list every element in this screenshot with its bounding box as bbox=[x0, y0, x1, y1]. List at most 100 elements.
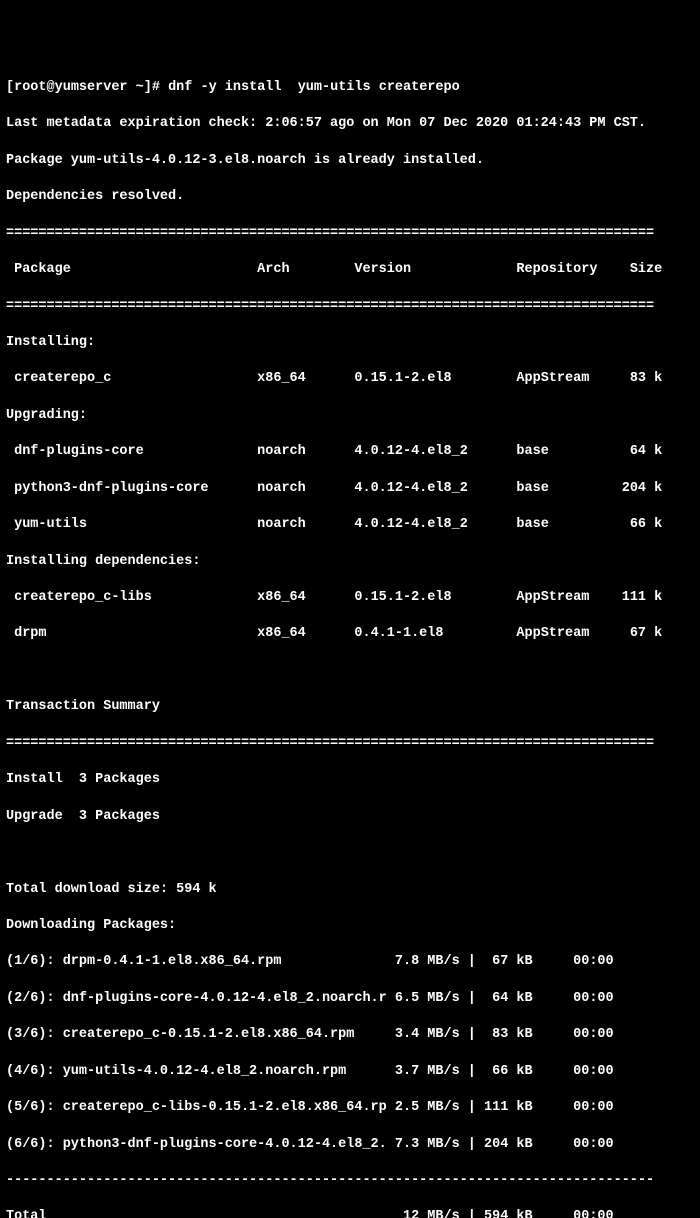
total-dl-size: Total download size: 594 k bbox=[6, 881, 694, 899]
blank bbox=[6, 662, 694, 680]
pkg-arch: noarch bbox=[257, 517, 354, 532]
dl-row: (2/6): dnf-plugins-core-4.0.12-4.el8_2.n… bbox=[6, 990, 694, 1008]
dl-file: (4/6): yum-utils-4.0.12-4.el8_2.noarch.r… bbox=[6, 1064, 395, 1079]
pkg-version: 0.15.1-2.el8 bbox=[354, 590, 516, 605]
shell-prompt-line: [root@yumserver ~]# dnf -y install yum-u… bbox=[6, 79, 694, 97]
table-row: dnf-plugins-core noarch 4.0.12-4.el8_2 b… bbox=[6, 443, 694, 461]
table-header: Package Arch Version Repository Size bbox=[6, 261, 694, 279]
dl-speed: 3.7 MB/s bbox=[395, 1064, 460, 1079]
dl-row: (1/6): drpm-0.4.1-1.el8.x86_64.rpm 7.8 M… bbox=[6, 953, 694, 971]
section-install-deps: Installing dependencies: bbox=[6, 553, 694, 571]
prompt-host: yumserver bbox=[55, 80, 128, 95]
dl-row: (3/6): createrepo_c-0.15.1-2.el8.x86_64.… bbox=[6, 1026, 694, 1044]
hdr-size: Size bbox=[614, 262, 663, 277]
pkg-repo: AppStream bbox=[516, 626, 613, 641]
table-row: yum-utils noarch 4.0.12-4.el8_2 base 66 … bbox=[6, 516, 694, 534]
pkg-size: 204 k bbox=[614, 481, 663, 496]
pkg-repo: base bbox=[516, 517, 613, 532]
total-label: Total bbox=[6, 1209, 395, 1218]
meta-line: Package yum-utils-4.0.12-3.el8.noarch is… bbox=[6, 152, 694, 170]
blank bbox=[6, 844, 694, 862]
rule-double: ========================================… bbox=[6, 225, 694, 243]
pkg-name: yum-utils bbox=[6, 517, 257, 532]
dl-file: (6/6): python3-dnf-plugins-core-4.0.12-4… bbox=[6, 1137, 395, 1152]
dl-size: 64 kB bbox=[484, 991, 533, 1006]
dl-size: 67 kB bbox=[484, 954, 533, 969]
pkg-arch: x86_64 bbox=[257, 371, 354, 386]
meta-line: Dependencies resolved. bbox=[6, 188, 694, 206]
dl-header: Downloading Packages: bbox=[6, 917, 694, 935]
command-text: dnf -y install yum-utils createrepo bbox=[168, 80, 460, 95]
dl-size: 111 kB bbox=[484, 1100, 533, 1115]
rule-double: ========================================… bbox=[6, 735, 694, 753]
prompt-user: root bbox=[14, 80, 46, 95]
dl-size: 83 kB bbox=[484, 1027, 533, 1042]
summary-upgrade: Upgrade 3 Packages bbox=[6, 808, 694, 826]
dl-time: 00:00 bbox=[533, 1064, 614, 1079]
pkg-name: createrepo_c bbox=[6, 371, 257, 386]
hdr-repo: Repository bbox=[516, 262, 613, 277]
pkg-repo: base bbox=[516, 481, 613, 496]
pkg-version: 0.15.1-2.el8 bbox=[354, 371, 516, 386]
bar: | bbox=[460, 954, 484, 969]
dl-time: 00:00 bbox=[533, 954, 614, 969]
pkg-version: 0.4.1-1.el8 bbox=[354, 626, 516, 641]
meta-line: Last metadata expiration check: 2:06:57 … bbox=[6, 115, 694, 133]
pkg-name: dnf-plugins-core bbox=[6, 444, 257, 459]
dl-speed: 7.3 MB/s bbox=[395, 1137, 460, 1152]
dl-size: 66 kB bbox=[484, 1064, 533, 1079]
pkg-size: 111 k bbox=[614, 590, 663, 605]
pkg-arch: noarch bbox=[257, 444, 354, 459]
dl-time: 00:00 bbox=[533, 1100, 614, 1115]
rule-dash: ----------------------------------------… bbox=[6, 1172, 694, 1190]
pkg-version: 4.0.12-4.el8_2 bbox=[354, 444, 516, 459]
dl-time: 00:00 bbox=[533, 1027, 614, 1042]
table-row: createrepo_c-libs x86_64 0.15.1-2.el8 Ap… bbox=[6, 589, 694, 607]
pkg-arch: x86_64 bbox=[257, 590, 354, 605]
pkg-arch: x86_64 bbox=[257, 626, 354, 641]
dl-file: (3/6): createrepo_c-0.15.1-2.el8.x86_64.… bbox=[6, 1027, 395, 1042]
pkg-version: 4.0.12-4.el8_2 bbox=[354, 517, 516, 532]
pkg-name: createrepo_c-libs bbox=[6, 590, 257, 605]
bar: | bbox=[460, 1209, 484, 1218]
total-speed: 12 MB/s bbox=[395, 1209, 460, 1218]
dl-file: (2/6): dnf-plugins-core-4.0.12-4.el8_2.n… bbox=[6, 991, 395, 1006]
hdr-arch: Arch bbox=[257, 262, 354, 277]
bar: | bbox=[460, 1027, 484, 1042]
bar: | bbox=[460, 1100, 484, 1115]
pkg-name: drpm bbox=[6, 626, 257, 641]
hdr-version: Version bbox=[354, 262, 516, 277]
dl-speed: 2.5 MB/s bbox=[395, 1100, 460, 1115]
pkg-repo: AppStream bbox=[516, 590, 613, 605]
dl-row: (6/6): python3-dnf-plugins-core-4.0.12-4… bbox=[6, 1136, 694, 1154]
dl-speed: 3.4 MB/s bbox=[395, 1027, 460, 1042]
pkg-size: 67 k bbox=[614, 626, 663, 641]
bar: | bbox=[460, 1137, 484, 1152]
dl-row: (5/6): createrepo_c-libs-0.15.1-2.el8.x8… bbox=[6, 1099, 694, 1117]
pkg-name: python3-dnf-plugins-core bbox=[6, 481, 257, 496]
pkg-size: 64 k bbox=[614, 444, 663, 459]
bar: | bbox=[460, 1064, 484, 1079]
dl-speed: 6.5 MB/s bbox=[395, 991, 460, 1006]
prompt-path: ~ bbox=[136, 80, 144, 95]
pkg-size: 66 k bbox=[614, 517, 663, 532]
pkg-version: 4.0.12-4.el8_2 bbox=[354, 481, 516, 496]
dl-speed: 7.8 MB/s bbox=[395, 954, 460, 969]
table-row: drpm x86_64 0.4.1-1.el8 AppStream 67 k bbox=[6, 625, 694, 643]
dl-time: 00:00 bbox=[533, 1137, 614, 1152]
section-upgrading: Upgrading: bbox=[6, 407, 694, 425]
dl-row: (4/6): yum-utils-4.0.12-4.el8_2.noarch.r… bbox=[6, 1063, 694, 1081]
total-size: 594 kB bbox=[484, 1209, 533, 1218]
pkg-size: 83 k bbox=[614, 371, 663, 386]
pkg-repo: base bbox=[516, 444, 613, 459]
total-row: Total 12 MB/s | 594 kB 00:00 bbox=[6, 1208, 694, 1218]
hdr-package: Package bbox=[6, 262, 257, 277]
pkg-arch: noarch bbox=[257, 481, 354, 496]
section-installing: Installing: bbox=[6, 334, 694, 352]
txn-summary: Transaction Summary bbox=[6, 698, 694, 716]
table-row: python3-dnf-plugins-core noarch 4.0.12-4… bbox=[6, 480, 694, 498]
dl-time: 00:00 bbox=[533, 991, 614, 1006]
dl-size: 204 kB bbox=[484, 1137, 533, 1152]
pkg-repo: AppStream bbox=[516, 371, 613, 386]
summary-install: Install 3 Packages bbox=[6, 771, 694, 789]
